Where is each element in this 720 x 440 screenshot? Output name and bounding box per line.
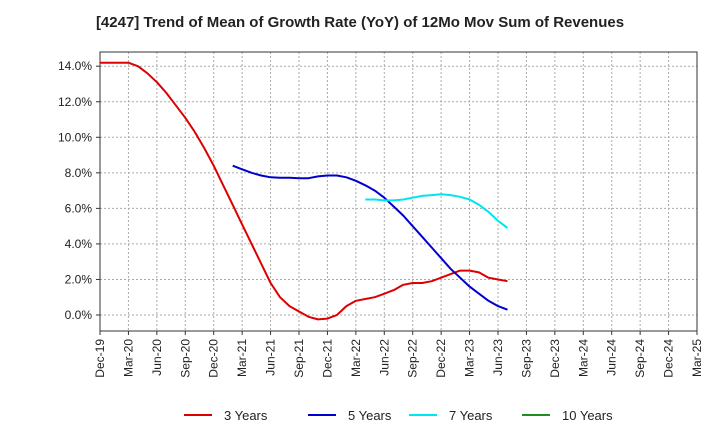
x-tick-label: Mar-22 bbox=[349, 339, 363, 377]
x-tick-label: Mar-24 bbox=[576, 339, 590, 377]
legend-label-10-years: 10 Years bbox=[562, 408, 613, 423]
legend-label-3-years: 3 Years bbox=[224, 408, 268, 423]
legend-label-7-years: 7 Years bbox=[449, 408, 493, 423]
y-tick-label: 14.0% bbox=[58, 59, 92, 73]
x-tick-label: Sep-24 bbox=[633, 339, 647, 378]
x-tick-label: Sep-23 bbox=[519, 339, 533, 378]
x-tick-label: Mar-20 bbox=[121, 339, 135, 377]
y-tick-label: 12.0% bbox=[58, 95, 92, 109]
y-tick-label: 0.0% bbox=[65, 308, 93, 322]
x-tick-label: Dec-19 bbox=[93, 339, 107, 378]
chart-title: [4247] Trend of Mean of Growth Rate (YoY… bbox=[95, 14, 625, 31]
y-tick-label: 6.0% bbox=[65, 201, 93, 215]
series-line-5-years bbox=[232, 164, 508, 311]
x-tick-label: Mar-21 bbox=[235, 339, 249, 377]
legend-label-5-years: 5 Years bbox=[348, 408, 392, 423]
x-tick-label: Dec-22 bbox=[434, 339, 448, 378]
y-tick-label: 10.0% bbox=[58, 130, 92, 144]
series-line-3-years bbox=[100, 61, 508, 321]
x-tick-label: Jun-23 bbox=[491, 339, 505, 376]
x-tick-label: Dec-23 bbox=[548, 339, 562, 378]
plot-area bbox=[99, 51, 698, 332]
x-tick-label: Jun-24 bbox=[605, 339, 619, 376]
x-tick-label: Jun-21 bbox=[264, 339, 278, 376]
x-tick-label: Mar-23 bbox=[463, 339, 477, 377]
x-tick-label: Sep-21 bbox=[292, 339, 306, 378]
x-tick-label: Dec-24 bbox=[662, 339, 676, 378]
y-tick-label: 8.0% bbox=[65, 166, 93, 180]
x-tick-label: Sep-22 bbox=[406, 339, 420, 378]
series-line-7-years bbox=[365, 193, 509, 229]
y-tick-label: 4.0% bbox=[65, 237, 93, 251]
x-tick-label: Sep-20 bbox=[178, 339, 192, 378]
x-tick-label: Jun-22 bbox=[377, 339, 391, 376]
x-tick-label: Jun-20 bbox=[150, 339, 164, 376]
x-tick-label: Dec-21 bbox=[320, 339, 334, 378]
y-tick-label: 2.0% bbox=[65, 272, 93, 286]
x-tick-label: Dec-20 bbox=[207, 339, 221, 378]
x-tick-label: Mar-25 bbox=[690, 339, 704, 377]
